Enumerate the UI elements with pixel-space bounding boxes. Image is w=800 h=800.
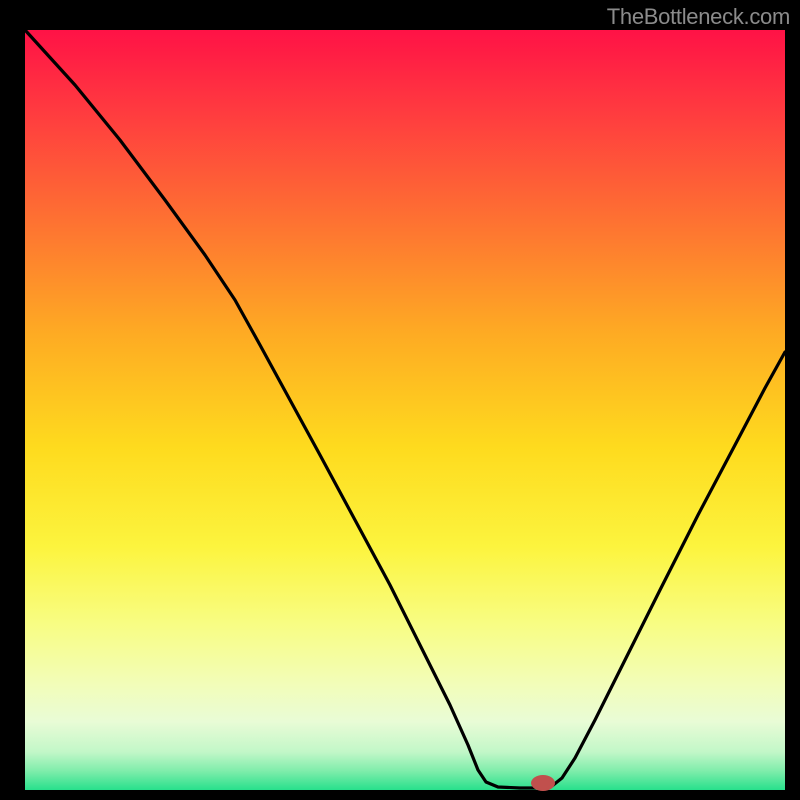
bottleneck-chart [0, 0, 800, 800]
chart-background [25, 30, 785, 790]
bottleneck-marker [531, 775, 555, 791]
chart-frame: TheBottleneck.com [0, 0, 800, 800]
watermark-text: TheBottleneck.com [607, 4, 790, 30]
